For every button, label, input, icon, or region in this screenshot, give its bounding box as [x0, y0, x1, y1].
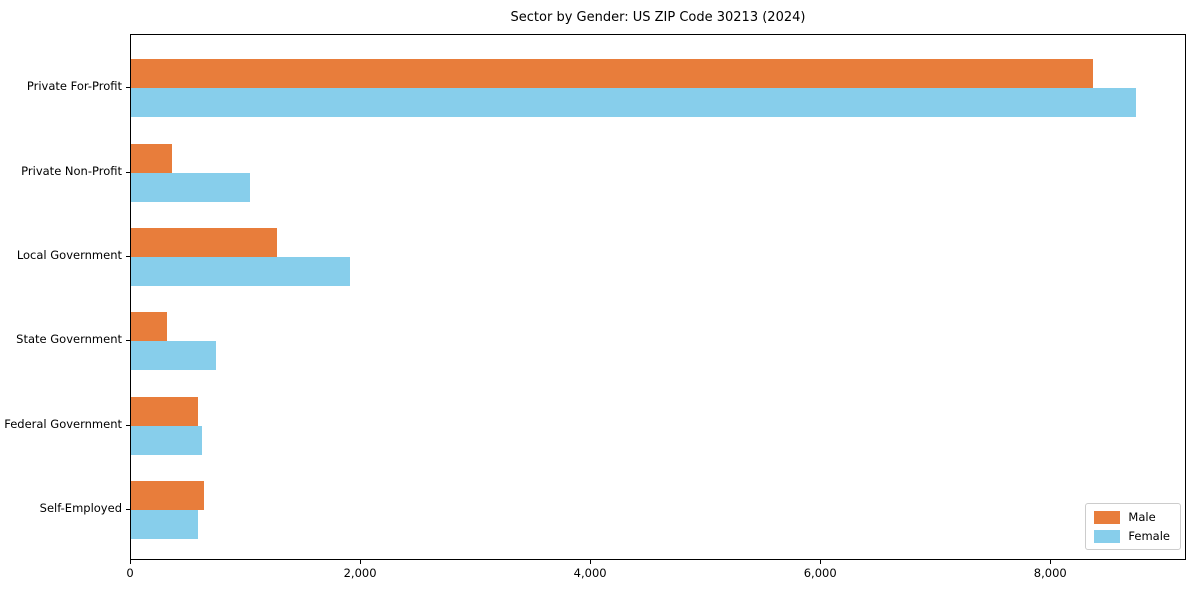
legend-entry-male: Male — [1094, 510, 1170, 524]
y-tick-mark — [126, 424, 130, 426]
y-tick-label: Federal Government — [4, 416, 122, 431]
y-tick-label: Self-Employed — [39, 501, 122, 515]
legend: Male Female — [1085, 503, 1181, 550]
y-tick-mark — [126, 509, 130, 510]
y-tick-label: Private Non-Profit — [21, 163, 122, 178]
bar-female-2 — [131, 172, 251, 202]
x-tick-label: 2,000 — [343, 566, 377, 580]
bar-male-5 — [131, 396, 198, 426]
plot-area: Male Female — [130, 34, 1186, 560]
y-tick-mark — [126, 255, 130, 257]
legend-label: Female — [1128, 529, 1170, 543]
bar-male-6 — [131, 481, 205, 510]
x-tick-mark — [820, 560, 822, 564]
y-tick-mark — [126, 171, 130, 173]
bar-female-3 — [131, 256, 351, 286]
bar-female-1 — [131, 88, 1137, 118]
bar-male-2 — [131, 143, 173, 173]
bar-female-4 — [131, 341, 216, 371]
bar-male-4 — [131, 312, 168, 342]
x-tick-mark — [590, 560, 592, 564]
bar-female-5 — [131, 425, 203, 455]
x-tick-mark — [130, 560, 131, 564]
bar-male-3 — [131, 227, 278, 257]
x-tick-label: 0 — [126, 566, 134, 580]
bar-male-1 — [131, 59, 1093, 89]
x-tick-label: 4,000 — [573, 566, 607, 580]
chart-title: Sector by Gender: US ZIP Code 30213 (202… — [510, 10, 806, 25]
legend-label: Male — [1128, 510, 1156, 524]
legend-swatch-female — [1094, 529, 1121, 543]
legend-entry-female: Female — [1094, 529, 1170, 543]
legend-swatch-male — [1094, 510, 1121, 524]
y-tick-mark — [126, 87, 130, 89]
y-tick-label: Private For-Profit — [26, 79, 122, 94]
y-tick-label: State Government — [16, 332, 122, 347]
y-tick-label: Local Government — [16, 247, 122, 262]
x-tick-mark — [1050, 560, 1052, 564]
y-tick-mark — [126, 340, 130, 342]
x-tick-label: 8,000 — [1033, 566, 1067, 580]
bar-female-6 — [131, 510, 198, 539]
x-tick-mark — [360, 560, 362, 564]
x-tick-label: 6,000 — [803, 566, 837, 580]
